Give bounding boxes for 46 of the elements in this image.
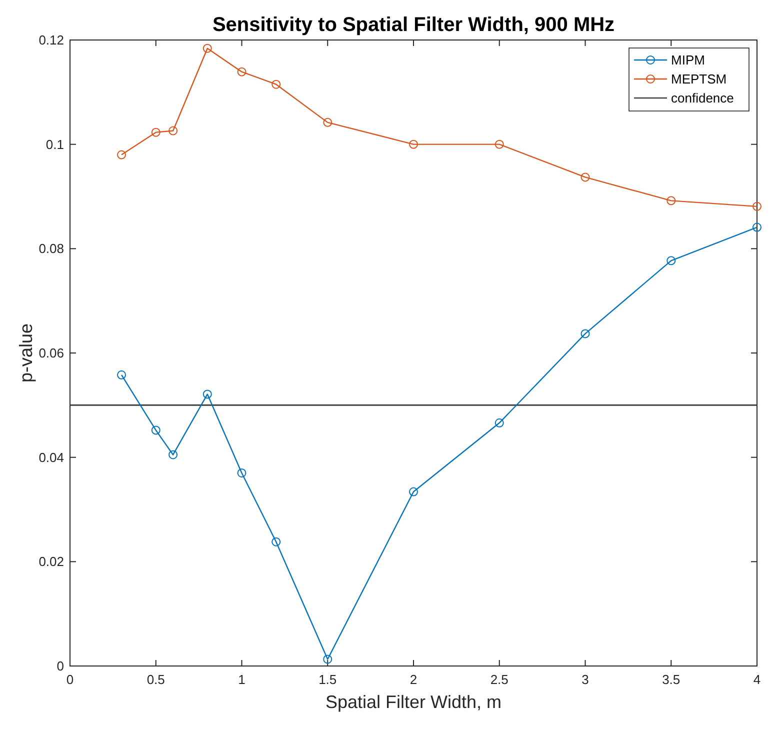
x-tick-label: 3.5 [662,672,680,687]
chart-title: Sensitivity to Spatial Filter Width, 900 MHz [212,14,615,36]
x-tick-label: 4 [753,672,761,687]
y-tick-label: 0.02 [38,554,64,570]
x-axis-title: Spatial Filter Width, m [325,692,502,712]
point [752,202,762,211]
point [580,329,590,338]
point [494,418,504,428]
legend-label: confidence [671,90,734,106]
point [323,118,332,127]
point [666,196,676,206]
y-tick-label: 0.04 [38,450,64,465]
point [272,80,281,89]
point [202,44,212,53]
x-tick-label: 0 [66,672,74,687]
y-tick-label: 0.1 [46,136,64,152]
legend-label: MEPTSM [671,72,727,86]
y-tick-label: 0.08 [38,241,64,256]
point [168,450,178,460]
point [494,140,504,149]
point [409,487,418,496]
point [272,537,281,546]
x-tick-label: 1.5 [318,672,337,687]
y-tick-label: 0.12 [38,32,64,48]
x-tick-label: 2 [410,672,418,687]
point [117,150,126,160]
point [237,468,246,478]
point [409,140,418,149]
y-tick-label: 0.06 [38,346,64,360]
y-tick-label: 0 [56,658,64,674]
point [666,256,676,266]
point [151,426,160,435]
x-tick-label: 3 [582,672,589,687]
point [580,172,590,182]
point [752,222,762,232]
y-axis-title: p-value [16,323,36,383]
point [237,67,246,76]
point [202,390,212,399]
point [151,128,160,137]
x-tick-label: 0.5 [146,672,165,687]
x-tick-label: 1 [238,672,246,687]
point [117,370,126,380]
point [168,126,178,136]
x-tick-label: 2.5 [490,672,508,687]
legend-label: MIPM [671,52,705,68]
point [323,654,332,664]
